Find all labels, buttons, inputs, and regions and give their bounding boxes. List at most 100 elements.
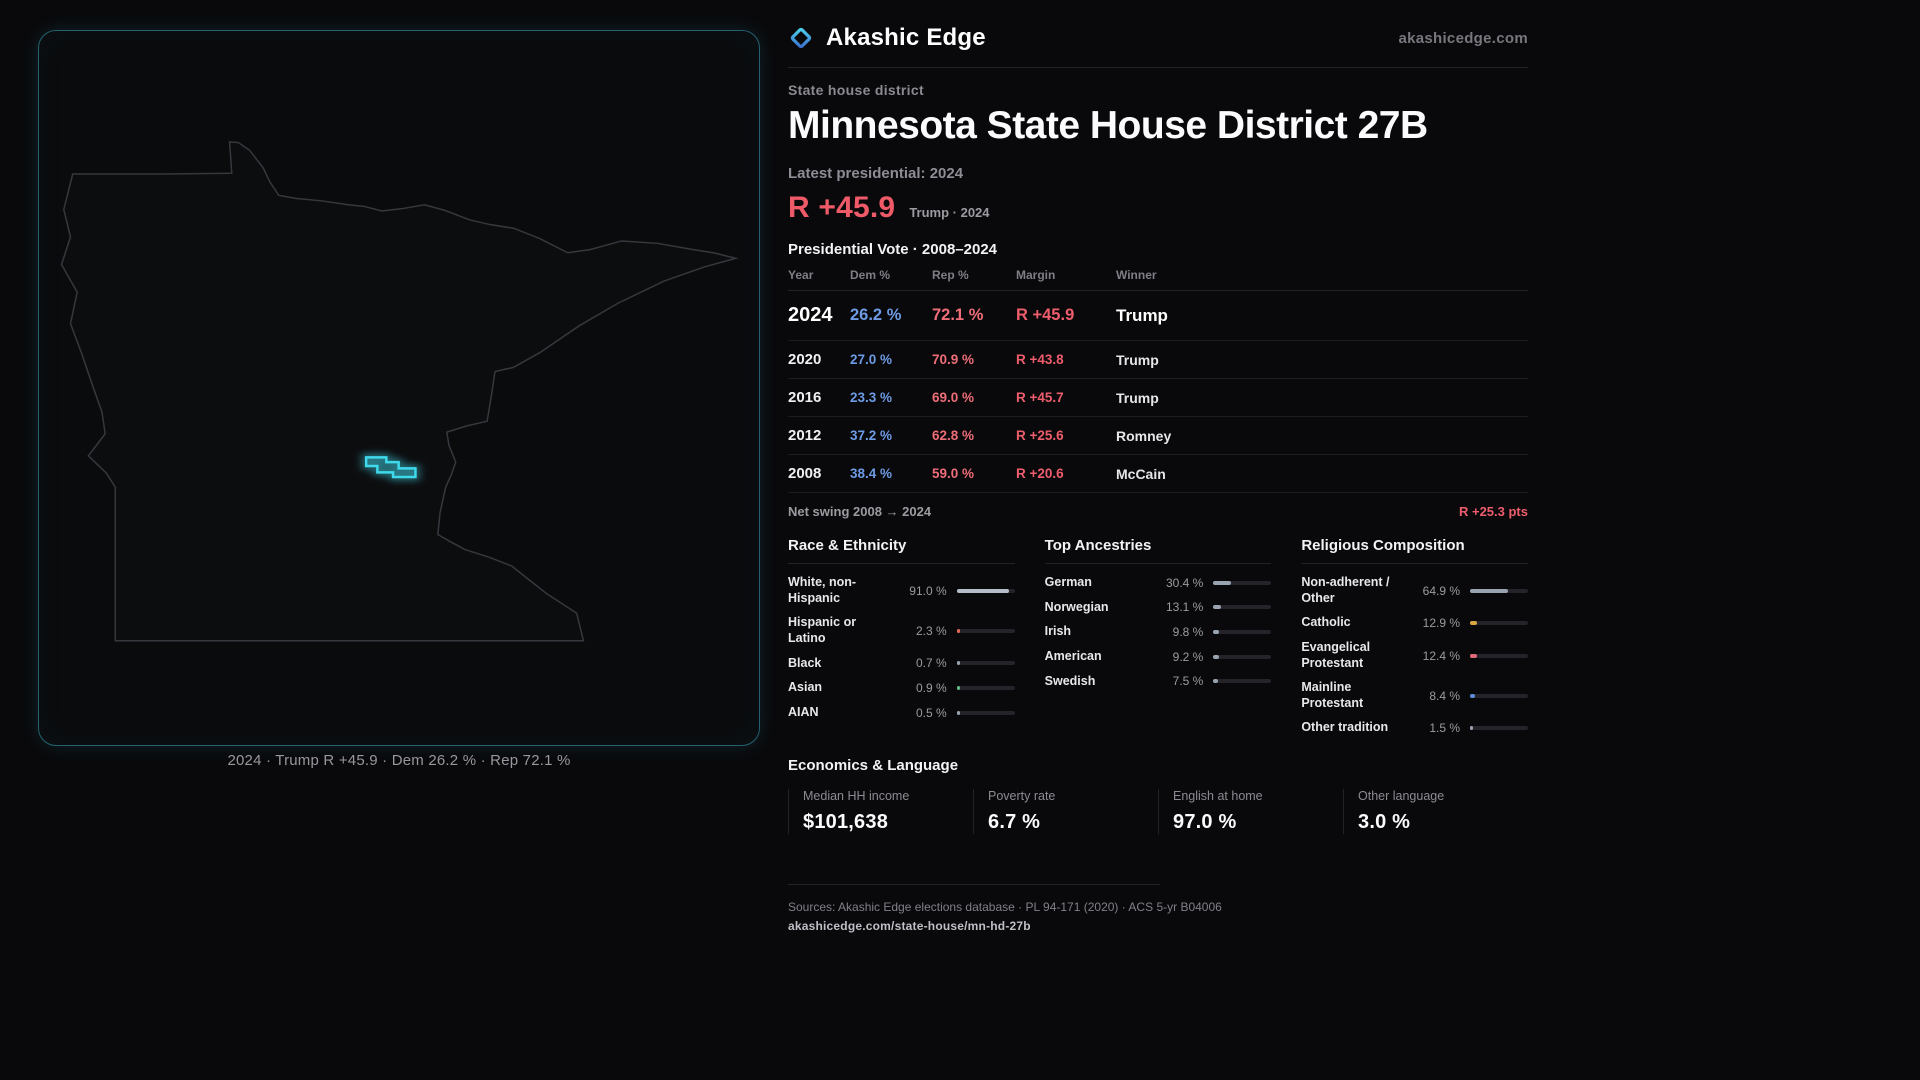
row-year: 2024 bbox=[788, 304, 833, 326]
bar-track bbox=[956, 661, 1015, 666]
bar-fill bbox=[956, 685, 960, 690]
row-dem-pct: 26.2 % bbox=[850, 306, 902, 324]
economics-stats: Median HH income $101,638 Poverty rate 6… bbox=[788, 789, 1528, 834]
row-year: 2012 bbox=[788, 427, 822, 444]
headline-margin-row: R +45.9 Trump · 2024 bbox=[788, 191, 1528, 225]
net-swing-label: Net swing 2008 → 2024 bbox=[788, 504, 932, 519]
brand-domain-link[interactable]: akashicedge.com bbox=[1398, 29, 1528, 47]
bar-fill bbox=[956, 661, 960, 666]
bar-fill bbox=[1470, 726, 1473, 731]
district-map-panel bbox=[38, 30, 760, 746]
bar-fill bbox=[956, 588, 1010, 593]
row-winner: Romney bbox=[1116, 427, 1172, 444]
state-outline bbox=[62, 142, 736, 641]
row-margin: R +45.7 bbox=[1016, 390, 1064, 405]
row-winner: McCain bbox=[1116, 465, 1166, 482]
row-year: 2008 bbox=[788, 465, 822, 482]
row-rep-pct: 59.0 % bbox=[932, 466, 975, 481]
district-type-label: State house district bbox=[788, 82, 924, 98]
list-item: Black 0.7 % bbox=[788, 656, 1015, 672]
bar-track bbox=[1470, 621, 1528, 626]
col-year: Year bbox=[788, 268, 814, 282]
stat-other-language: Other language 3.0 % bbox=[1343, 789, 1528, 834]
net-swing-value: R +25.3 pts bbox=[1458, 504, 1528, 519]
minnesota-map bbox=[39, 31, 760, 746]
bar-track bbox=[1213, 630, 1272, 635]
col-winner: Winner bbox=[1116, 268, 1157, 282]
ancestries-column: Top Ancestries German 30.4 % Norwegian 1… bbox=[1044, 537, 1272, 745]
row-rep-pct: 62.8 % bbox=[932, 428, 975, 443]
bar-track bbox=[1213, 679, 1272, 684]
bar-fill bbox=[956, 710, 960, 715]
list-item: Non-adherent / Other 64.9 % bbox=[1301, 575, 1528, 606]
stat-poverty-rate: Poverty rate 6.7 % bbox=[973, 789, 1158, 834]
table-row: 2020 27.0 % 70.9 % R +43.8 Trump bbox=[788, 341, 1528, 379]
bar-fill bbox=[1470, 653, 1478, 658]
ancestries-title: Top Ancestries bbox=[1044, 537, 1272, 564]
bar-track bbox=[956, 588, 1015, 593]
race-title: Race & Ethnicity bbox=[788, 537, 1015, 564]
list-item: Norwegian 13.1 % bbox=[1045, 600, 1272, 616]
list-item: German 30.4 % bbox=[1045, 575, 1272, 591]
row-winner: Trump bbox=[1116, 389, 1159, 406]
bar-track bbox=[956, 685, 1015, 690]
row-winner: Trump bbox=[1116, 351, 1159, 368]
table-row: 2016 23.3 % 69.0 % R +45.7 Trump bbox=[788, 379, 1528, 417]
row-year: 2016 bbox=[788, 389, 822, 406]
list-item: Irish 9.8 % bbox=[1045, 624, 1272, 640]
demographics-section: Race & Ethnicity White, non-Hispanic 91.… bbox=[788, 537, 1528, 745]
bar-fill bbox=[1470, 693, 1475, 698]
map-caption: 2024 · Trump R +45.9 · Dem 26.2 % · Rep … bbox=[227, 752, 571, 769]
permalink[interactable]: akashicedge.com/state-house/mn-hd-27b bbox=[788, 919, 1031, 933]
bar-fill bbox=[1470, 588, 1508, 593]
list-item: Catholic 12.9 % bbox=[1301, 615, 1528, 631]
row-year: 2020 bbox=[788, 351, 822, 368]
row-rep-pct: 70.9 % bbox=[932, 352, 975, 367]
bar-track bbox=[1213, 654, 1272, 659]
bar-track bbox=[1213, 580, 1272, 585]
col-rep: Rep % bbox=[932, 268, 969, 282]
district-27b-shape bbox=[366, 457, 415, 477]
list-item: Other tradition 1.5 % bbox=[1301, 720, 1528, 736]
row-margin: R +25.6 bbox=[1016, 428, 1064, 443]
bar-track bbox=[1470, 588, 1528, 593]
table-row: 2012 37.2 % 62.8 % R +25.6 Romney bbox=[788, 417, 1528, 455]
col-dem: Dem % bbox=[850, 268, 891, 282]
table-row: 2024 26.2 % 72.1 % R +45.9 Trump bbox=[788, 291, 1528, 341]
list-item: American 9.2 % bbox=[1045, 649, 1272, 665]
bar-track bbox=[1470, 726, 1528, 731]
bar-track bbox=[1470, 693, 1528, 698]
list-item: Mainline Protestant 8.4 % bbox=[1301, 680, 1528, 711]
row-dem-pct: 23.3 % bbox=[850, 390, 893, 405]
list-item: AIAN 0.5 % bbox=[788, 705, 1015, 721]
diamond-icon bbox=[788, 25, 814, 51]
vote-table-title: Presidential Vote · 2008–2024 bbox=[788, 241, 998, 258]
table-row: 2008 38.4 % 59.0 % R +20.6 McCain bbox=[788, 455, 1528, 493]
bar-track bbox=[1213, 605, 1272, 610]
stat-english-at-home: English at home 97.0 % bbox=[1158, 789, 1343, 834]
bar-fill bbox=[1213, 679, 1218, 684]
row-dem-pct: 37.2 % bbox=[850, 428, 893, 443]
headline-margin-context: Trump · 2024 bbox=[909, 205, 990, 220]
list-item: Hispanic or Latino 2.3 % bbox=[788, 615, 1015, 646]
brand-name: Akashic Edge bbox=[826, 24, 986, 51]
col-margin: Margin bbox=[1016, 268, 1056, 282]
religion-column: Religious Composition Non-adherent / Oth… bbox=[1301, 537, 1528, 745]
row-dem-pct: 27.0 % bbox=[850, 352, 893, 367]
race-ethnicity-column: Race & Ethnicity White, non-Hispanic 91.… bbox=[788, 537, 1015, 745]
row-dem-pct: 38.4 % bbox=[850, 466, 893, 481]
row-rep-pct: 72.1 % bbox=[932, 306, 984, 324]
bar-track bbox=[1470, 653, 1528, 658]
list-item: Asian 0.9 % bbox=[788, 680, 1015, 696]
bar-track bbox=[956, 710, 1015, 715]
row-margin: R +45.9 bbox=[1016, 306, 1075, 324]
detail-panel: Akashic Edge akashicedge.com State house… bbox=[788, 24, 1528, 933]
bar-fill bbox=[956, 628, 960, 633]
footer-divider bbox=[788, 884, 1160, 885]
bar-fill bbox=[1213, 580, 1231, 585]
row-winner: Trump bbox=[1116, 305, 1168, 325]
economics-title: Economics & Language bbox=[788, 757, 959, 774]
list-item: White, non-Hispanic 91.0 % bbox=[788, 575, 1015, 606]
economics-section: Economics & Language Median HH income $1… bbox=[788, 757, 1528, 834]
list-item: Swedish 7.5 % bbox=[1045, 674, 1272, 690]
